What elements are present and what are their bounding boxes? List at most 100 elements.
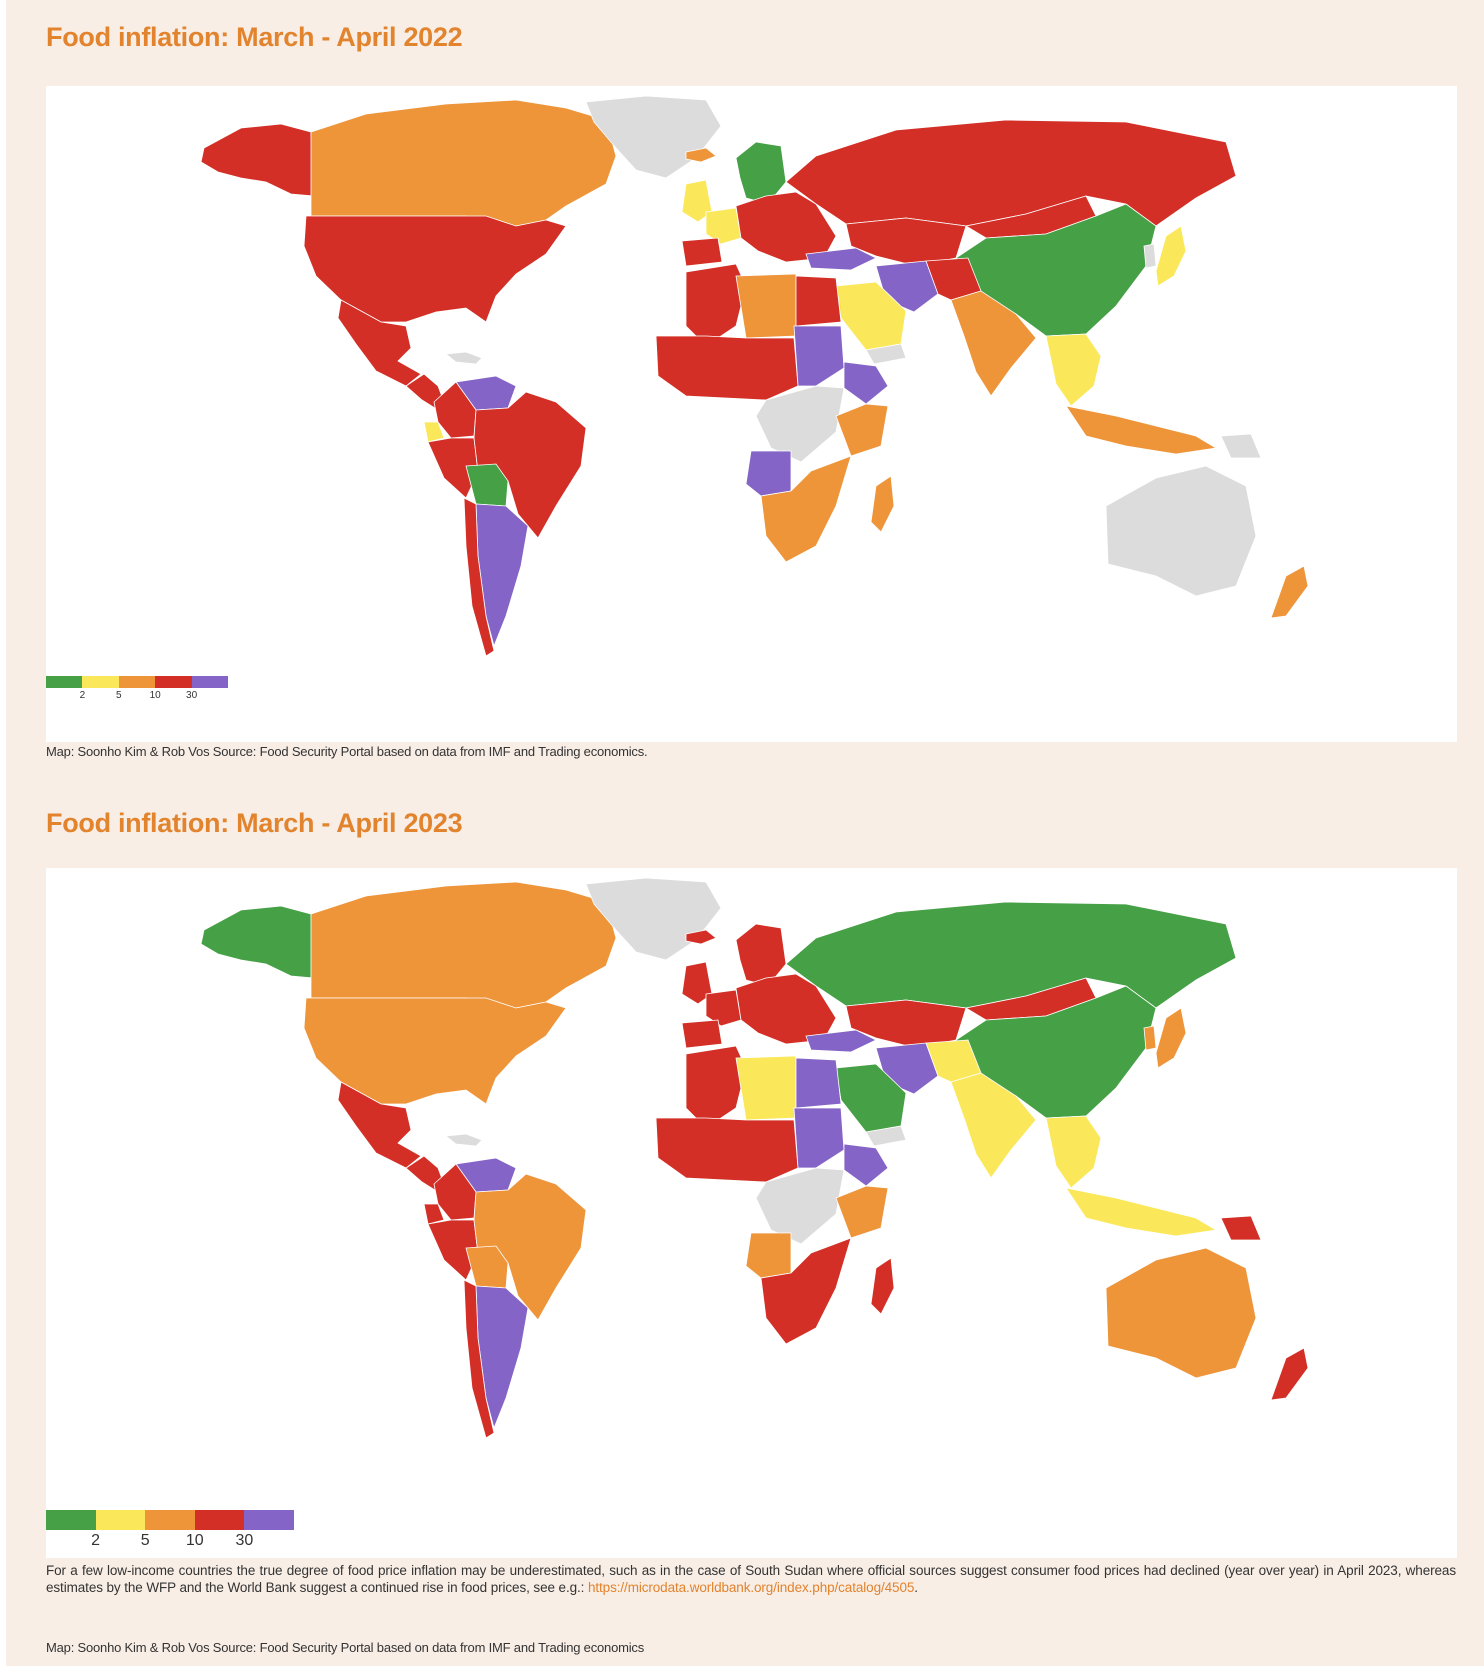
map1-legend-tick-30: 30 xyxy=(186,690,198,701)
map2-region-turkey xyxy=(805,1029,877,1053)
map2-region-southern-africa xyxy=(760,1237,852,1345)
map2-region-australia xyxy=(1105,1247,1257,1379)
map2-region-central-africa xyxy=(755,1167,845,1245)
map1-legend-tick-10: 10 xyxy=(149,690,161,701)
map2-note-link[interactable]: https://microdata.worldbank.org/index.ph… xyxy=(587,1580,915,1595)
map1-region-iceland xyxy=(685,147,717,163)
map2-region-india xyxy=(950,1072,1037,1179)
map2-region-france xyxy=(705,989,742,1027)
map2-region-new-zealand xyxy=(1270,1347,1309,1401)
map1-region-central-africa xyxy=(755,385,845,463)
map2-legend-swatch-orange xyxy=(145,1510,195,1530)
map2-region-yemen xyxy=(865,1125,907,1147)
map1-region-yemen xyxy=(865,343,907,365)
map2-legend-tick-30: 30 xyxy=(235,1532,254,1549)
map1-legend-labels: 2 5 10 30 xyxy=(46,690,228,702)
map1-region-southern-africa xyxy=(760,455,852,563)
map1-region-ecuador xyxy=(423,421,445,443)
map1-region-east-africa xyxy=(835,403,889,457)
map2-region-egypt xyxy=(795,1057,842,1109)
map1-legend-swatch-yellow xyxy=(82,676,119,688)
map1-region-alaska xyxy=(200,123,315,197)
map2-legend-swatch-red xyxy=(194,1510,245,1530)
map1-legend-swatch-purple xyxy=(191,676,228,688)
map1-region-japan xyxy=(1155,225,1187,287)
map2-legend-labels: 2 5 10 30 xyxy=(46,1532,294,1552)
map2-region-canada xyxy=(310,881,617,1009)
map1-legend-tick-5: 5 xyxy=(116,690,122,701)
map2-region-bolivia xyxy=(465,1245,509,1289)
map1-region-india xyxy=(950,290,1037,397)
map2-region-se-asia xyxy=(1045,1115,1102,1189)
map2-region-caribbean xyxy=(444,1133,483,1147)
map2-region-madagascar xyxy=(870,1257,895,1315)
map2-region-angola xyxy=(745,1232,792,1279)
map2-region-libya xyxy=(735,1055,797,1121)
map1-region-png xyxy=(1220,433,1262,459)
map2-region-alaska xyxy=(200,905,315,979)
map1-region-france xyxy=(705,207,742,245)
map1-region-mexico xyxy=(337,299,422,387)
map2-region-scandinavia xyxy=(735,923,787,987)
map1-legend-swatch-green xyxy=(46,676,83,688)
map2-panel: 2 5 10 30 xyxy=(46,868,1457,1558)
map2-legend-tick-10: 10 xyxy=(185,1532,204,1549)
map2-legend-swatch-purple xyxy=(244,1510,294,1530)
map1-legend-swatch-orange xyxy=(118,676,156,688)
map1-title: Food inflation: March - April 2022 xyxy=(46,22,463,52)
map1-region-usa xyxy=(303,215,567,323)
map2-region-sahel xyxy=(655,1117,799,1183)
map2-region-europe xyxy=(735,973,837,1045)
map2-note: For a few low-income countries the true … xyxy=(46,1563,1456,1595)
map2-world-map xyxy=(200,877,1309,1439)
map1-caption: Map: Soonho Kim & Rob Vos Source: Food S… xyxy=(46,744,648,759)
map1-region-korea xyxy=(1143,243,1157,269)
map1-region-ethiopia xyxy=(843,361,889,405)
map2-region-uk xyxy=(681,961,713,1005)
map2-region-ethiopia xyxy=(843,1143,889,1187)
map1-region-uk xyxy=(681,179,713,223)
map2-region-north-africa xyxy=(685,1045,747,1129)
map1-region-madagascar xyxy=(870,475,895,533)
map1-region-sahel xyxy=(655,335,799,401)
map1-region-chile xyxy=(463,497,495,657)
map1-region-bolivia xyxy=(465,463,509,507)
map2-note-text: For a few low-income countries the true … xyxy=(46,1563,1456,1595)
map2-region-mexico xyxy=(337,1081,422,1169)
map1-legend xyxy=(46,676,228,688)
map1-region-libya xyxy=(735,273,797,339)
map1-region-new-zealand xyxy=(1270,565,1309,619)
map2-legend-swatch-green xyxy=(46,1510,96,1530)
map2-legend-tick-5: 5 xyxy=(140,1532,150,1549)
map2-region-east-africa xyxy=(835,1185,889,1239)
map2-legend-swatch-yellow xyxy=(95,1510,146,1530)
map1-world-map xyxy=(200,95,1309,657)
map1-region-scandinavia xyxy=(735,141,787,205)
map1-region-spain xyxy=(681,237,723,267)
map2-region-spain xyxy=(681,1019,723,1049)
map2-region-ecuador xyxy=(423,1203,445,1225)
map2-region-png xyxy=(1220,1215,1262,1241)
map1-region-sudan xyxy=(793,325,845,387)
map2-region-indonesia xyxy=(1065,1187,1218,1237)
map2-region-sudan xyxy=(793,1107,845,1169)
map2-region-chile xyxy=(463,1279,495,1439)
map1-region-north-africa xyxy=(685,263,747,347)
map2-region-iceland xyxy=(685,929,717,945)
map1-region-caribbean xyxy=(444,351,483,365)
map1-panel: 2 5 10 30 xyxy=(46,86,1457,742)
map1-region-europe xyxy=(735,191,837,263)
map1-legend-tick-2: 2 xyxy=(79,690,86,701)
map1-region-canada xyxy=(310,99,617,227)
map1-region-indonesia xyxy=(1065,405,1218,455)
map2-region-korea xyxy=(1143,1025,1157,1051)
map1-legend-swatch-red xyxy=(155,676,192,688)
map2-region-japan xyxy=(1155,1007,1187,1069)
map1-region-russia xyxy=(785,119,1237,227)
map2-region-russia xyxy=(785,901,1237,1009)
map2-legend xyxy=(46,1510,294,1530)
map2-caption: Map: Soonho Kim & Rob Vos Source: Food S… xyxy=(46,1640,645,1655)
map2-legend-tick-2: 2 xyxy=(91,1532,101,1549)
map1-region-egypt xyxy=(795,275,842,327)
left-frame-border xyxy=(0,0,6,1666)
